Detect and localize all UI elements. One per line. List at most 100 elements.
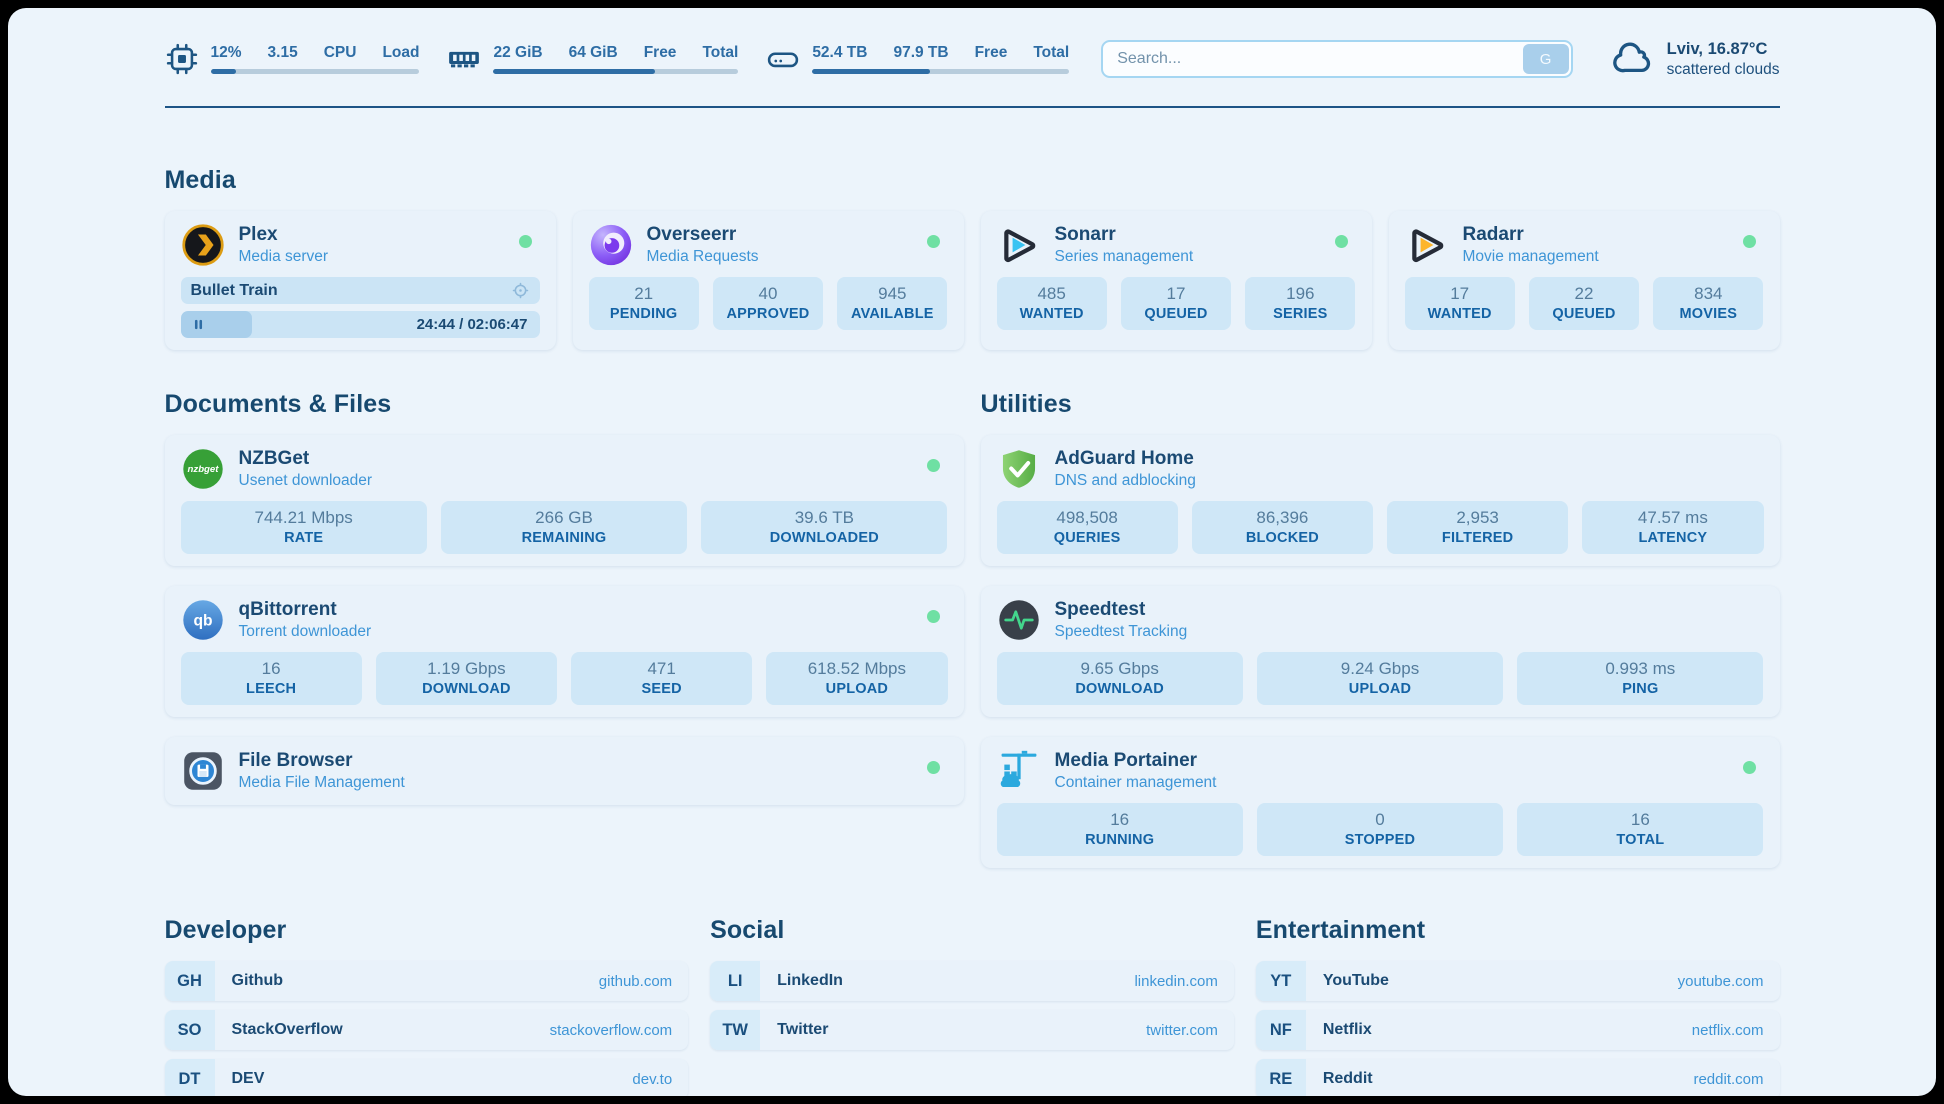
service-card-sonarr[interactable]: Sonarr Series management 485 WANTED 17 QUEUED…: [980, 211, 1372, 350]
service-meta: Speedtest Speedtest Tracking: [1055, 599, 1188, 641]
service-meta: Radarr Movie management: [1463, 224, 1599, 266]
bookmark-abbr: SO: [164, 1010, 215, 1050]
documents-files-cards: nzbget NZBGet Usenet downloader 744.21 Mbps…: [164, 435, 964, 805]
stat-value: 16: [261, 659, 281, 678]
service-stats: 16 RUNNING 0 STOPPED 16 TOTAL: [996, 803, 1764, 856]
resource-label: Load: [382, 44, 420, 62]
service-subtitle: Torrent downloader: [238, 623, 372, 640]
stat-value: 2,953: [1456, 508, 1499, 527]
stat-value: 16: [1110, 810, 1130, 829]
stat-remaining: 266 GB REMAINING: [440, 501, 688, 554]
service-header: nzbget NZBGet Usenet downloader: [181, 447, 948, 491]
bookmark-github[interactable]: GH Github github.com: [164, 961, 689, 1001]
bookmark-domain: linkedin.com: [1134, 972, 1218, 990]
service-meta: AdGuard Home DNS and adblocking: [1055, 448, 1196, 490]
resource-value: 22 GiB: [493, 44, 543, 62]
resource-value: 12%: [210, 44, 242, 62]
search-input[interactable]: [1101, 40, 1573, 78]
stat-approved: 40 APPROVED: [712, 277, 824, 330]
now-playing-elapsed: [180, 311, 253, 338]
bookmark-abbr: LI: [710, 961, 761, 1001]
status-online-dot: [1742, 235, 1756, 248]
bookmark-dev[interactable]: DT DEV dev.to: [164, 1059, 689, 1096]
status-online-dot: [1334, 235, 1348, 248]
bookmark-netflix[interactable]: NF Netflix netflix.com: [1255, 1010, 1780, 1050]
search-provider-button[interactable]: G: [1522, 44, 1569, 74]
svg-text:nzbget: nzbget: [187, 464, 219, 475]
service-card-overseerr[interactable]: Overseerr Media Requests 21 PENDING 40 APPROV…: [572, 211, 964, 350]
bookmark-linkedin[interactable]: LI LinkedIn linkedin.com: [710, 961, 1234, 1001]
stat-label: UPLOAD: [1348, 681, 1412, 697]
weather-condition: scattered clouds: [1666, 60, 1780, 78]
bookmark-youtube[interactable]: YT YouTube youtube.com: [1255, 961, 1780, 1001]
service-card-file-browser[interactable]: File Browser Media File Management: [164, 737, 964, 805]
stat-queries: 498,508 QUERIES: [996, 501, 1178, 554]
service-header: File Browser Media File Management: [181, 749, 948, 793]
stat-label: DOWNLOAD: [422, 681, 511, 697]
service-subtitle: Series management: [1054, 248, 1194, 265]
resource-label: Free: [974, 44, 1008, 62]
stat-download: 1.19 Gbps DOWNLOAD: [375, 652, 557, 705]
resource-value: 64 GiB: [568, 44, 618, 62]
service-name: AdGuard Home: [1054, 448, 1194, 469]
service-card-qbittorrent[interactable]: qb qBittorrent Torrent downloader 16 LEECH 1.…: [164, 586, 964, 717]
stat-queued: 17 QUEUED: [1120, 277, 1232, 330]
pause-icon[interactable]: [190, 316, 207, 333]
bookmark-twitter[interactable]: TW Twitter twitter.com: [710, 1010, 1234, 1050]
bookmark-stackoverflow[interactable]: SO StackOverflow stackoverflow.com: [164, 1010, 689, 1050]
stat-value: 744.21 Mbps: [254, 508, 353, 527]
svg-text:qb: qb: [193, 613, 212, 630]
bookmark-name: StackOverflow: [231, 1021, 343, 1038]
stat-value: 16: [1630, 810, 1650, 829]
now-playing-progress: 24:44 / 02:06:47: [180, 311, 540, 338]
resource-values: 22 GiB 64 GiB Free Total: [493, 44, 738, 63]
stat-label: DOWNLOADED: [769, 530, 879, 546]
now-playing-time: 24:44 / 02:06:47: [416, 316, 528, 333]
section-title-media: Media: [164, 166, 236, 194]
stat-value: 86,396: [1256, 508, 1309, 527]
resource-widget-memory: 22 GiB 64 GiB Free Total: [447, 42, 739, 76]
service-card-media-portainer[interactable]: Media Portainer Container management 16 RUN…: [980, 737, 1780, 868]
service-subtitle: Speedtest Tracking: [1054, 623, 1188, 640]
bookmark-reddit[interactable]: RE Reddit reddit.com: [1255, 1059, 1780, 1096]
service-meta: File Browser Media File Management: [239, 750, 405, 792]
plex-icon: [181, 223, 225, 267]
bookmark-list: YT YouTube youtube.com NF Netflix netflix.com…: [1255, 961, 1780, 1096]
bookmark-domain: stackoverflow.com: [549, 1021, 673, 1039]
service-subtitle: Media File Management: [238, 774, 405, 791]
bookmark-abbr: GH: [164, 961, 215, 1001]
session-icon[interactable]: [511, 281, 530, 300]
resource-readout-storage: 52.4 TB 97.9 TB Free Total: [812, 44, 1070, 74]
qbittorrent-icon: qb: [181, 598, 225, 642]
stat-value: 485: [1037, 284, 1066, 303]
resource-progress-track: [210, 68, 420, 74]
stat-label: RATE: [284, 530, 324, 546]
bookmark-abbr: NF: [1255, 1010, 1306, 1050]
stat-stopped: 0 STOPPED: [1256, 803, 1504, 856]
resource-label: Free: [643, 44, 677, 62]
topbar-divider: [164, 106, 1780, 108]
stat-total: 16 TOTAL: [1517, 803, 1764, 856]
stat-running: 16 RUNNING: [996, 803, 1243, 856]
service-card-plex[interactable]: Plex Media server Bullet Train 24:44 / 02:0…: [164, 211, 556, 350]
service-card-radarr[interactable]: Radarr Movie management 17 WANTED 22 QUEUED 83…: [1388, 211, 1780, 350]
service-card-nzbget[interactable]: nzbget NZBGet Usenet downloader 744.21 Mbps…: [164, 435, 964, 566]
stat-series: 196 SERIES: [1245, 277, 1356, 330]
service-card-speedtest[interactable]: Speedtest Speedtest Tracking 9.65 Gbps DOWN…: [980, 586, 1780, 717]
service-stats: 485 WANTED 17 QUEUED 196 SERIES: [996, 277, 1356, 330]
bookmark-abbr: YT: [1255, 961, 1306, 1001]
stat-blocked: 86,396 BLOCKED: [1191, 501, 1373, 554]
service-meta: Plex Media server: [239, 224, 329, 266]
stat-upload: 618.52 Mbps UPLOAD: [766, 652, 948, 705]
stat-label: BLOCKED: [1245, 530, 1319, 546]
section-title-utilities: Utilities: [980, 390, 1072, 418]
service-card-adguard-home[interactable]: AdGuard Home DNS and adblocking 498,508 QUE…: [980, 435, 1780, 566]
bookmark-group-title: Social: [710, 916, 785, 944]
bookmark-name: Netflix: [1322, 1021, 1372, 1038]
resource-value: 52.4 TB: [812, 44, 868, 62]
stat-movies: 834 MOVIES: [1653, 277, 1764, 330]
portainer-icon: [997, 749, 1041, 793]
resource-value: 97.9 TB: [893, 44, 949, 62]
stat-value: 21: [634, 284, 654, 303]
service-header: Radarr Movie management: [1405, 223, 1764, 267]
